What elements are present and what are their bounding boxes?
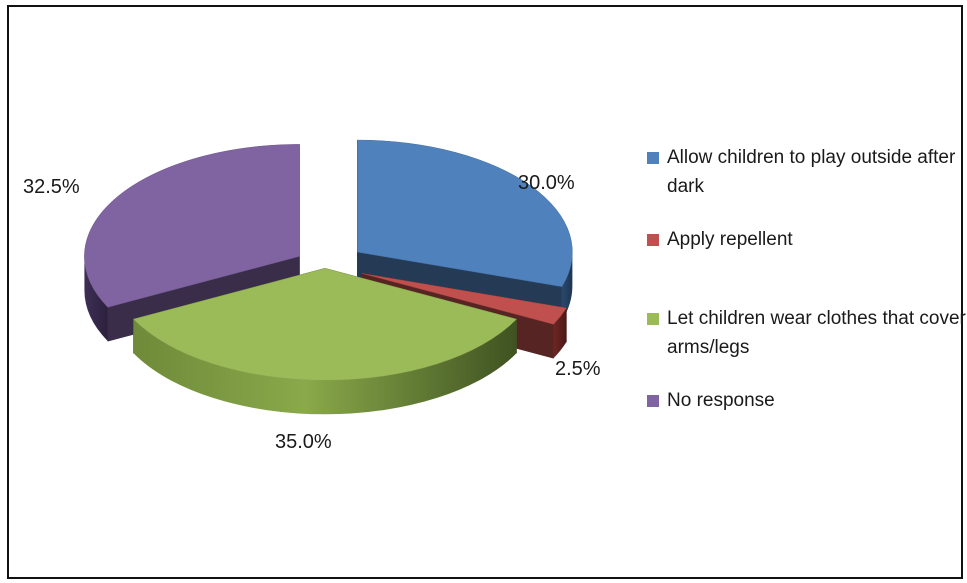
legend-swatch-green <box>647 313 659 325</box>
slice-top-face <box>84 144 300 308</box>
slice-top-face <box>361 273 567 325</box>
legend-item-no-response: No response <box>647 389 967 415</box>
legend-swatch-blue <box>647 152 659 164</box>
data-label-0: 30.0% <box>518 172 575 194</box>
legend-swatch-purple <box>647 395 659 407</box>
legend-label: Allow children to play outside after dar… <box>667 147 956 197</box>
data-label-1: 2.5% <box>555 358 601 380</box>
slice-top-face <box>132 268 518 381</box>
slice-rim <box>84 256 108 342</box>
legend-label: Apply repellent <box>667 229 793 250</box>
legend-label: Let children wear clothes that cover arm… <box>667 308 966 358</box>
slice-rim <box>133 319 517 415</box>
legend-item-let-children-wear: Let children wear clothes that cover arm… <box>647 307 967 362</box>
legend-item-allow-children: Allow children to play outside after dar… <box>647 146 967 201</box>
data-label-3: 32.5% <box>23 176 80 198</box>
legend-item-apply-repellent: Apply repellent <box>647 228 967 254</box>
slice-rim <box>553 308 567 359</box>
legend-label: No response <box>667 390 775 411</box>
legend-swatch-red <box>647 234 659 246</box>
slice-top-face <box>357 139 573 287</box>
pie-slice-2 <box>132 267 518 415</box>
slice-rim <box>561 252 573 321</box>
data-label-2: 35.0% <box>275 431 332 453</box>
